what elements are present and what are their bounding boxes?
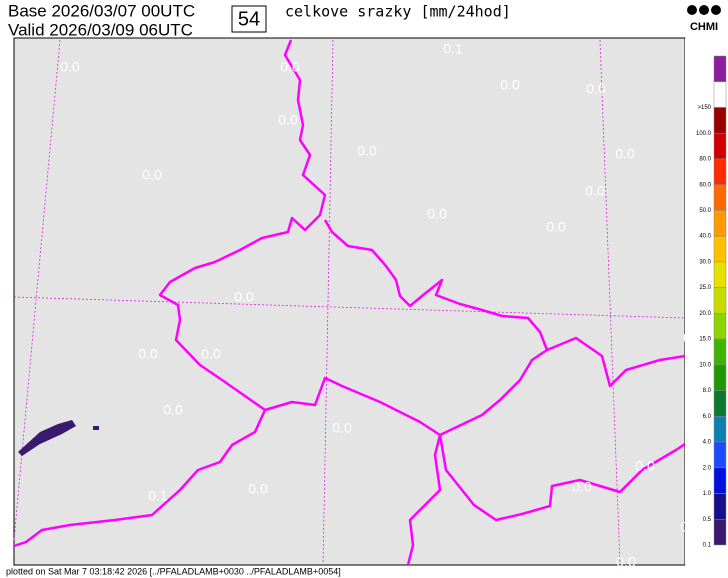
map-label: 0.0 <box>278 112 298 128</box>
map-label: 0.0 <box>616 554 636 570</box>
legend-label: 2.0 <box>703 465 712 471</box>
map-label: 0.1 <box>148 488 168 504</box>
legend: >150 100.0 80.0 60.0 50.0 40.0 30.0 25.0 20.0 15.… <box>696 55 727 549</box>
legend-swatch <box>713 107 727 134</box>
legend-label: 25.0 <box>699 285 711 291</box>
legend-swatch <box>713 467 727 494</box>
map-label: 0.0 <box>248 481 268 497</box>
legend-label: 1.0 <box>703 491 712 497</box>
map-label: 0.0 <box>60 59 80 75</box>
legend-label: 8.0 <box>703 388 712 394</box>
legend-swatch <box>713 158 727 185</box>
map-label: 0.0 <box>500 77 520 93</box>
legend-swatch <box>713 519 727 546</box>
legend-swatch <box>713 81 727 108</box>
legend-label: 6.0 <box>703 414 712 420</box>
legend-swatch <box>713 313 727 340</box>
legend-label: 50.0 <box>699 208 711 214</box>
precip-area <box>93 426 99 430</box>
map-label: 0.0 <box>142 167 162 183</box>
legend-label: 10.0 <box>699 362 711 368</box>
step-box <box>231 5 267 33</box>
legend-swatch <box>713 210 727 237</box>
legend-label: >150 <box>697 105 711 111</box>
legend-label: 80.0 <box>699 157 711 163</box>
logo-mark <box>699 5 709 15</box>
legend-swatch <box>713 441 727 469</box>
legend-swatch <box>713 338 727 366</box>
map-area <box>13 37 686 566</box>
legend-label: 0.1 <box>703 543 712 549</box>
legend-swatch <box>713 235 727 263</box>
footer: plotted on Sat Mar 7 03:18:42 2026 [../P… <box>6 566 341 576</box>
legend-swatch <box>713 261 727 288</box>
graticule <box>13 39 686 566</box>
logo-mark <box>687 5 697 15</box>
map-label: 0.0 <box>615 146 635 162</box>
legend-label: 60.0 <box>699 182 711 188</box>
map-label: 0.0 <box>572 479 592 495</box>
map-label: 0.0 <box>138 346 158 362</box>
precip-area <box>18 420 76 456</box>
borders <box>13 39 686 566</box>
map-label: 0.1 <box>443 41 463 57</box>
legend-swatch <box>713 184 727 211</box>
map-label: 0.0 <box>635 458 655 474</box>
legend-swatch <box>713 287 727 314</box>
legend-label: 4.0 <box>703 440 712 446</box>
map-label: 0.0 <box>201 346 221 362</box>
product-title: celkove srazky [mm/24hod] <box>285 3 511 21</box>
map-label: 0.0 <box>163 402 183 418</box>
valid-time: Valid 2026/03/09 06UTC <box>8 20 193 39</box>
legend-swatch <box>713 416 727 443</box>
map-label: 0.0 <box>234 289 254 305</box>
map-labels: 0.0 0.1 0.0 0.0 0.0 0.0 0.0 0.0 0.0 0.0 0.0 0.0 0.0 0… <box>60 41 703 570</box>
map-label: 0.0 <box>357 143 377 159</box>
legend-label: 40.0 <box>699 234 711 240</box>
legend-label: 20.0 <box>699 311 711 317</box>
map-label: 0.0 <box>280 59 300 75</box>
legend-label: 0.5 <box>703 517 712 523</box>
logo: CHMI <box>690 21 718 33</box>
map-label: 0.0 <box>586 81 606 97</box>
legend-swatch <box>713 132 727 160</box>
legend-label: 100.0 <box>696 131 712 137</box>
map-label: 0.0 <box>332 420 352 436</box>
map-label: 0.0 <box>585 183 605 199</box>
base-time: Base 2026/03/07 00UTC <box>8 1 195 20</box>
map-label: 0.0 <box>427 206 447 222</box>
map-label: 0.0 <box>546 219 566 235</box>
legend-swatch <box>713 364 727 391</box>
step: 54 <box>238 8 260 30</box>
legend-swatch <box>713 390 727 417</box>
legend-label: 30.0 <box>699 259 711 265</box>
logo-mark <box>711 5 721 15</box>
legend-swatch <box>713 493 727 520</box>
legend-swatch <box>713 55 727 82</box>
legend-label: 15.0 <box>699 337 711 343</box>
